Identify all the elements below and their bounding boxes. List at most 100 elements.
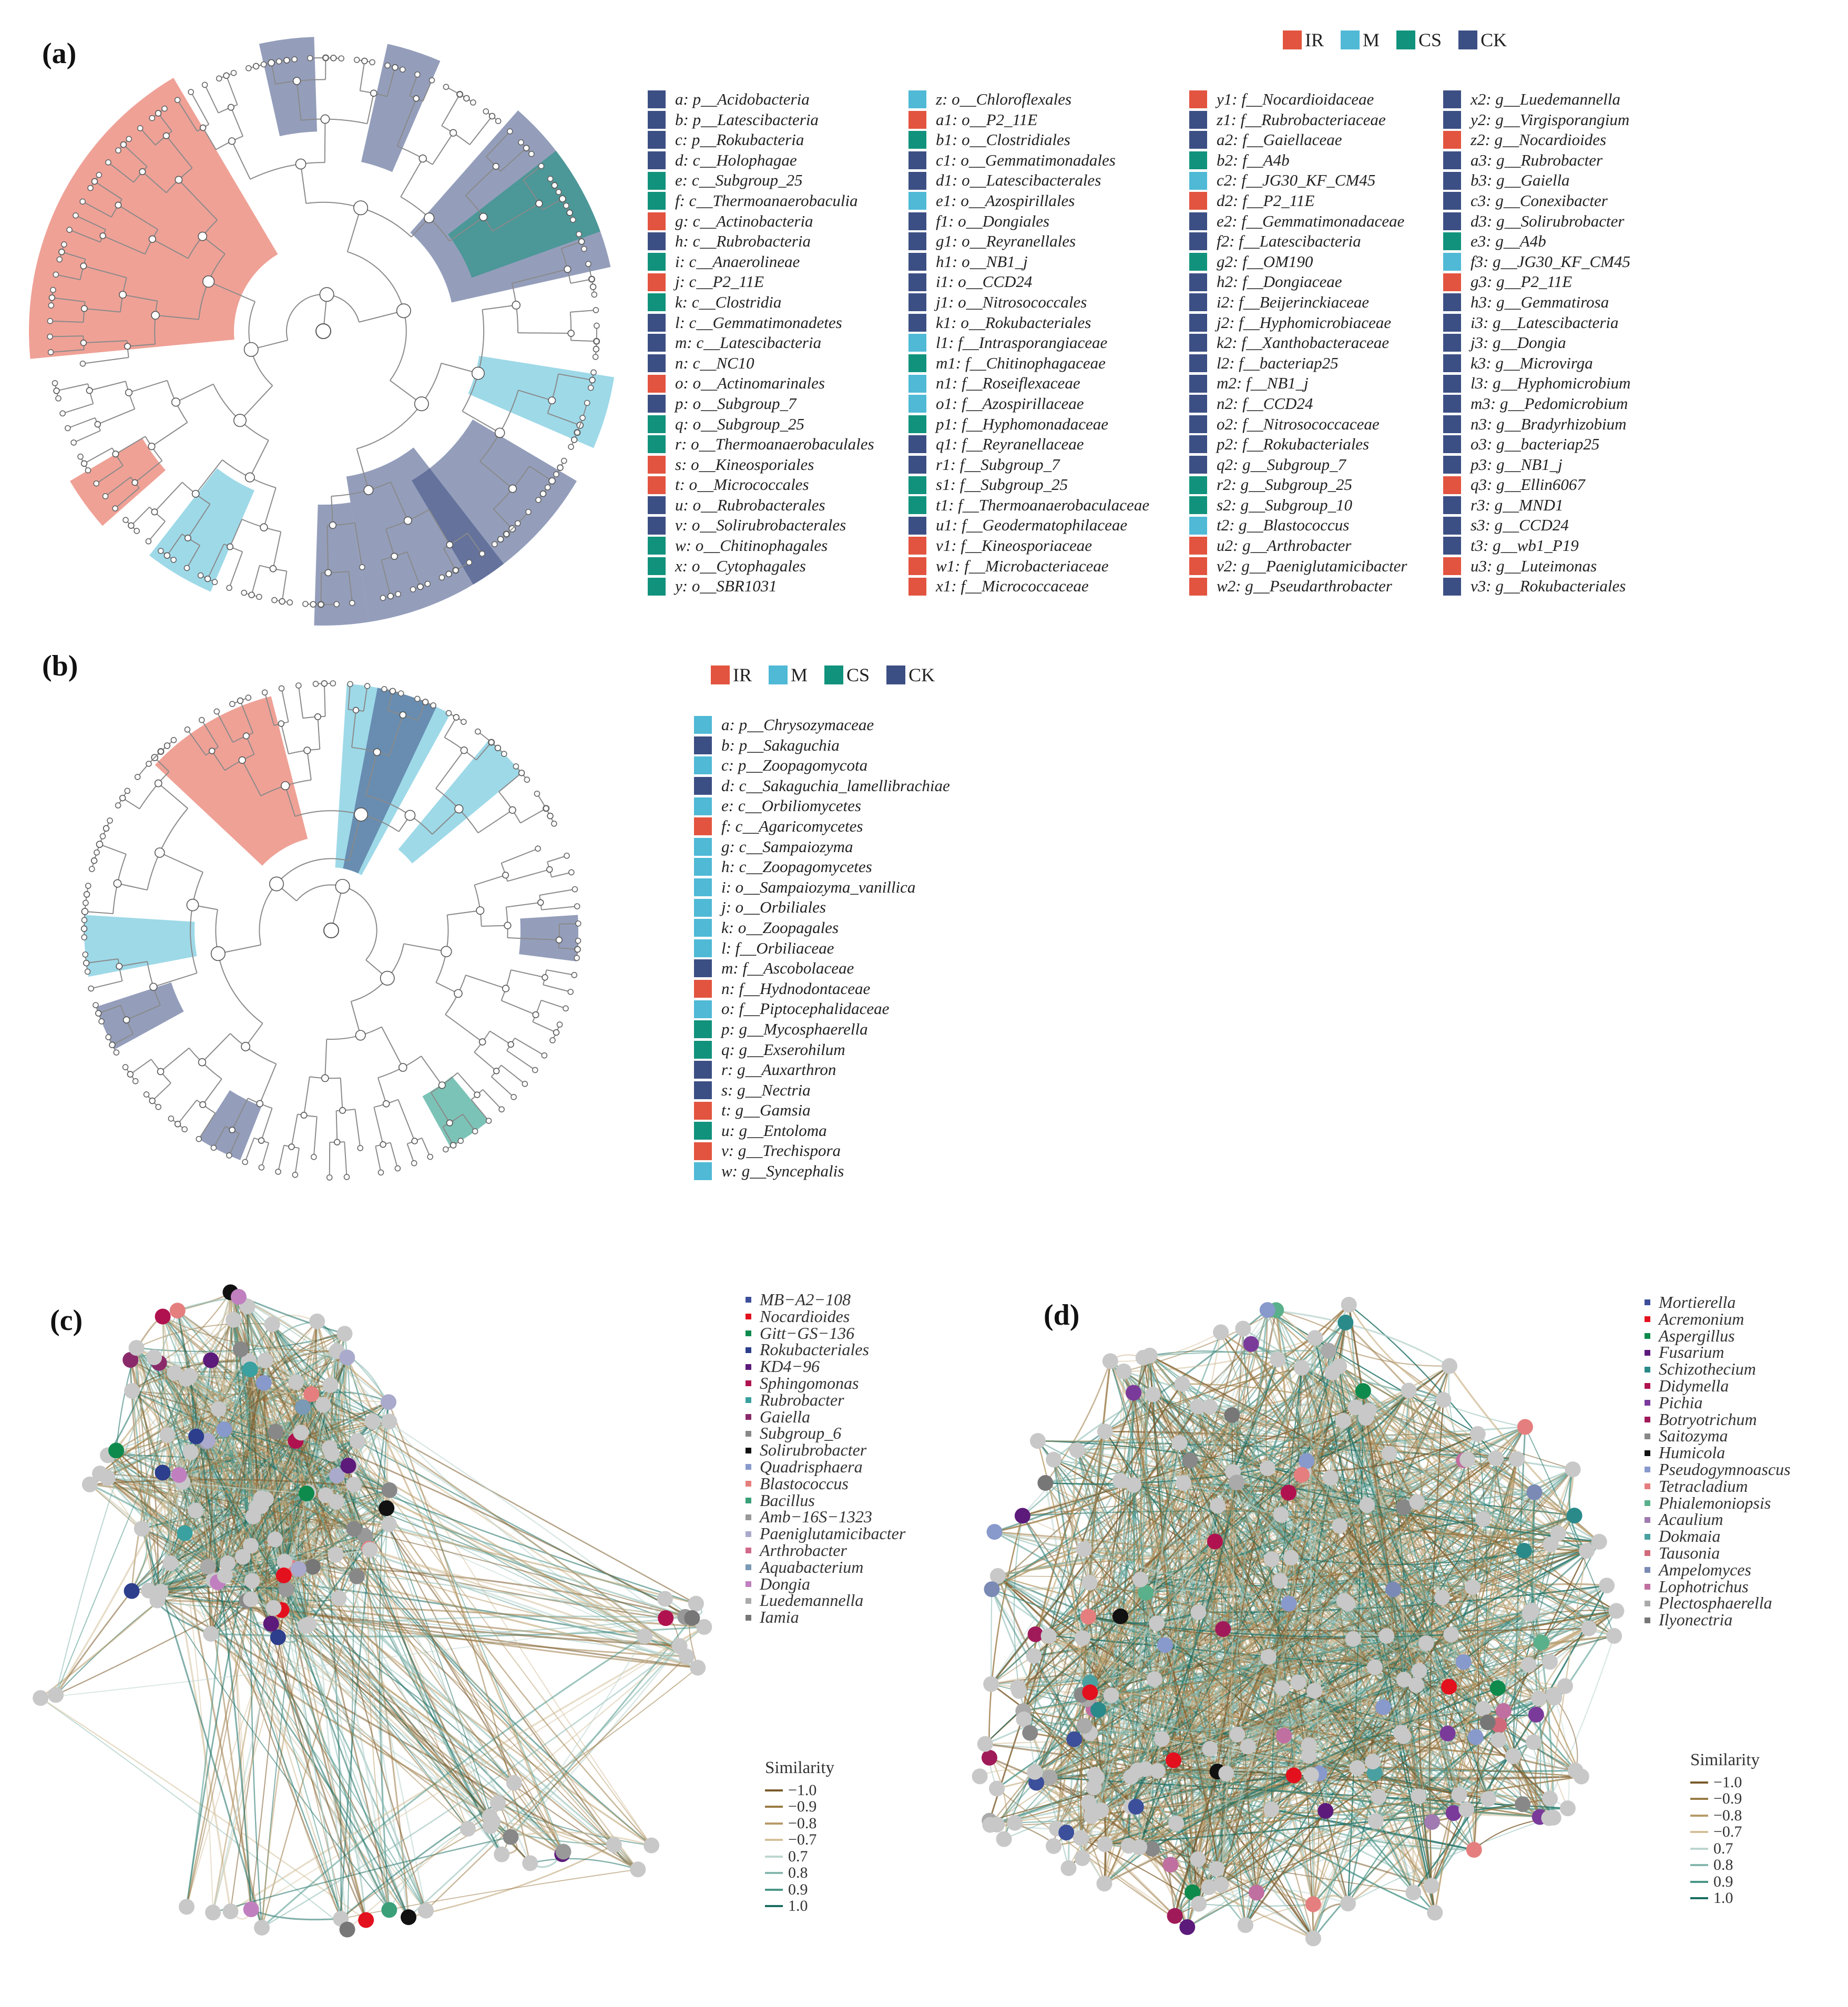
network-node: [210, 1401, 227, 1417]
network-edge: [1197, 1748, 1211, 1860]
inner-node: [155, 110, 162, 117]
group-color-square: [694, 736, 712, 754]
group-color-square: [1443, 435, 1461, 454]
network-edge: [408, 1645, 680, 1918]
clade-highlight: [28, 77, 278, 359]
network-node: [203, 1626, 219, 1642]
tree-branch: [543, 984, 571, 992]
network-node: [122, 1352, 139, 1368]
network-node: [1162, 1857, 1179, 1873]
group-color-square: [908, 537, 926, 555]
network-edge: [1280, 1519, 1484, 1582]
inner-node: [269, 565, 277, 572]
taxa-key-item: p: g__Mycosphaerella: [694, 1019, 950, 1040]
taxa-key-label: a2: f__Gaiellaceae: [1217, 130, 1342, 149]
network-node: [1274, 1680, 1290, 1696]
leaf-node: [112, 505, 118, 511]
network-edge: [1498, 1533, 1559, 1726]
network-edge: [1271, 1808, 1475, 1851]
network-node: [1263, 1801, 1280, 1818]
tree-arc: [232, 732, 253, 743]
genus-color-dot: [746, 1481, 751, 1487]
leaf-node: [134, 774, 141, 780]
taxa-key-item: c: p__Zoopagomycota: [694, 755, 950, 776]
tree-branch: [532, 1021, 557, 1033]
tree-branch: [435, 750, 465, 789]
tree-branch: [126, 1005, 161, 1021]
network-node: [1545, 1687, 1561, 1703]
inner-node: [396, 303, 411, 319]
taxa-key-label: q: o__Subgroup_25: [675, 414, 804, 433]
genus-label: Acaulium: [1659, 1510, 1723, 1529]
network-node: [124, 1383, 140, 1399]
inner-node: [228, 137, 236, 145]
network-edge: [1105, 1431, 1292, 1559]
taxa-key-item: x: o__Cytophagales: [648, 556, 874, 577]
taxa-key-label: n3: g__Bradyrhizobium: [1471, 414, 1627, 433]
tree-arc: [259, 858, 350, 945]
tree-branch: [465, 975, 506, 989]
group-color-square: [1189, 455, 1207, 474]
inner-node: [109, 1041, 116, 1048]
leaf-node: [528, 151, 535, 157]
genus-color-dot: [746, 1380, 751, 1387]
taxa-key-item: n: f__Hydnodontaceae: [694, 979, 950, 999]
taxa-key-item: p1: f__Hyphomonadaceae: [908, 414, 1149, 435]
taxa-key-item: z1: f__Rubrobacteriaceae: [1189, 110, 1407, 130]
taxa-key-label: e1: o__Azospirillales: [936, 191, 1075, 210]
inner-node: [80, 262, 87, 270]
network-node: [1007, 1815, 1023, 1831]
genus-color-dot: [746, 1364, 751, 1370]
group-legend-item: M: [769, 664, 808, 686]
network-node: [1137, 1761, 1153, 1777]
similarity-item: 0.7: [765, 1848, 834, 1865]
taxa-key-label: h1: o__NB1_j: [936, 252, 1028, 271]
tree-branch: [73, 430, 101, 443]
genus-color-dot: [1645, 1483, 1650, 1490]
group-color-square: [1443, 415, 1461, 433]
network-edge: [160, 1591, 390, 1911]
network-edge: [238, 1296, 389, 1402]
leaf-node: [292, 1172, 299, 1178]
network-edge: [1267, 1309, 1478, 1435]
network-edge: [1048, 1635, 1539, 1699]
tree-branch: [86, 958, 118, 964]
clade-highlight: [519, 915, 578, 961]
network-edge: [1022, 1515, 1177, 1824]
leaf-node: [94, 849, 100, 856]
inner-node: [116, 962, 123, 970]
inner-node: [204, 575, 211, 582]
inner-node: [494, 427, 505, 438]
group-color-square: [694, 1162, 712, 1181]
leaf-node: [242, 1159, 248, 1165]
cladogram-b: [80, 680, 581, 1181]
network-edge: [1145, 1592, 1550, 1663]
genus-label: Aspergillus: [1659, 1326, 1735, 1345]
taxa-key-item: o2: f__Nitrosococcaceae: [1189, 414, 1407, 435]
group-color-square: [694, 1061, 712, 1079]
inner-node: [354, 807, 369, 822]
taxa-key-item: a: p__Chrysozymaceae: [694, 715, 950, 735]
tree-branch: [245, 1023, 263, 1047]
leaf-node: [197, 572, 204, 579]
similarity-item: −1.0: [765, 1781, 834, 1799]
network-node: [1439, 1725, 1456, 1742]
taxa-key-item: j1: o__Nitrosococcales: [908, 292, 1149, 313]
network-edge: [1549, 1550, 1588, 1799]
taxa-key-label: f3: g__JG30_KF_CM45: [1471, 252, 1630, 271]
tree-arc: [190, 872, 203, 974]
network-edge: [40, 1616, 686, 1699]
panel-label-d: (d): [1044, 1299, 1080, 1332]
genus-label: Rokubacteriales: [760, 1340, 869, 1359]
network-d: [972, 1296, 1625, 1947]
network-node: [134, 1521, 150, 1537]
taxa-key-label: g: c__Sampaiozyma: [721, 837, 853, 856]
tree-branch: [541, 906, 577, 910]
network-edge: [1309, 1338, 1326, 1811]
network-node: [522, 1855, 538, 1871]
network-edge: [1023, 1610, 1532, 1712]
inner-node: [537, 899, 544, 906]
tree-branch: [547, 855, 567, 863]
tree-branch: [154, 482, 183, 513]
network-node: [1365, 1754, 1381, 1770]
